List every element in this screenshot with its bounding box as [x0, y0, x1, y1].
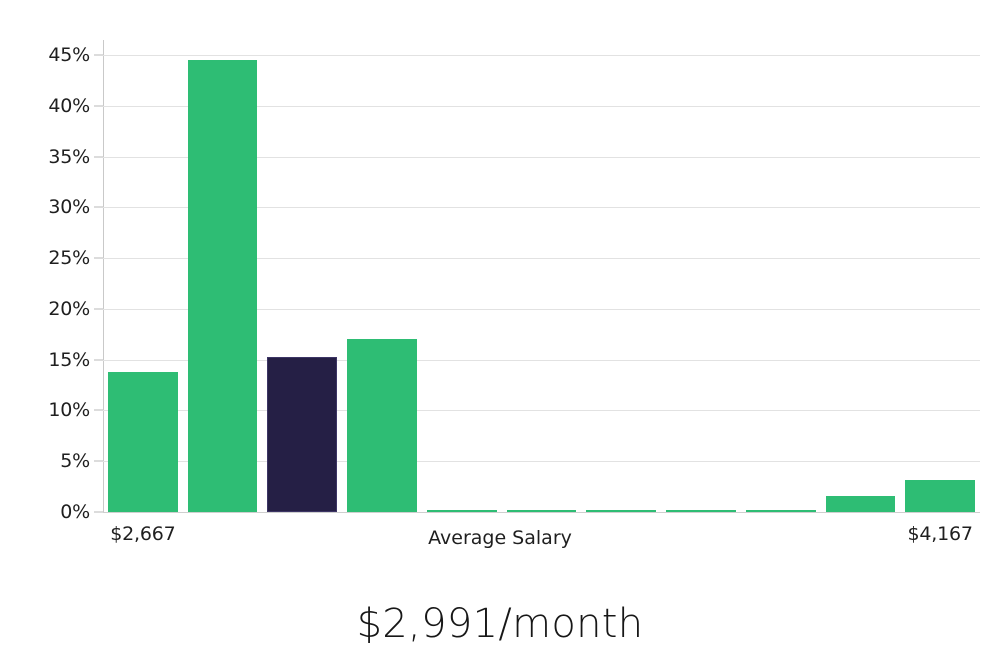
plot-area: 0% 5% 10% 15% 20% 25% 30% 35% 40% 45% — [48, 44, 980, 523]
y-axis-tick-label: 15% — [48, 348, 90, 371]
y-axis-tick-label: 20% — [48, 297, 90, 320]
bar[interactable] — [506, 510, 577, 512]
y-axis-tick-mark — [94, 206, 103, 208]
y-axis-tick-label: 45% — [48, 44, 90, 66]
gridline — [103, 512, 980, 513]
bar[interactable] — [745, 510, 816, 512]
bar[interactable] — [426, 509, 497, 512]
y-axis-tick-mark — [94, 460, 103, 462]
y-axis-tick-mark — [94, 257, 103, 259]
x-axis-label-left: $2,667 — [110, 523, 176, 545]
gridline — [103, 207, 980, 209]
bar[interactable] — [905, 479, 975, 512]
gridline — [103, 410, 980, 412]
bar[interactable] — [666, 510, 736, 512]
gridline — [103, 258, 980, 260]
bar[interactable] — [187, 60, 258, 512]
bar[interactable] — [825, 495, 896, 512]
y-axis-tick-mark — [94, 308, 103, 310]
y-axis-line — [103, 40, 104, 512]
gridline — [103, 55, 980, 56]
y-axis-tick-mark — [94, 105, 103, 107]
y-axis-tick-mark — [94, 156, 103, 158]
y-axis-tick-label: 25% — [48, 247, 90, 270]
y-axis-tick-mark — [94, 409, 103, 411]
gridline — [103, 156, 980, 158]
gridline — [103, 105, 980, 107]
average-salary-caption: $2,991/month — [356, 601, 644, 647]
x-axis-label-right: $4,167 — [907, 523, 973, 545]
gridline — [103, 308, 980, 310]
y-axis-tick-label: 30% — [48, 196, 90, 219]
y-axis-tick-label: 10% — [48, 399, 90, 422]
bar[interactable] — [347, 339, 417, 512]
y-axis-tick-mark — [94, 359, 103, 361]
y-axis-tick-label: 35% — [48, 145, 90, 168]
gridline — [103, 359, 980, 361]
y-axis-tick-mark — [94, 54, 103, 56]
bar[interactable] — [586, 510, 657, 512]
y-axis-tick-mark — [94, 511, 103, 513]
gridline — [103, 461, 980, 463]
x-axis-title: Average Salary — [428, 527, 572, 549]
bar-highlighted[interactable] — [267, 356, 338, 512]
y-axis-tick-label: 40% — [48, 94, 90, 117]
y-axis-tick-label: 0% — [60, 501, 90, 523]
bar[interactable] — [107, 371, 178, 512]
y-axis-tick-label: 5% — [60, 450, 90, 473]
